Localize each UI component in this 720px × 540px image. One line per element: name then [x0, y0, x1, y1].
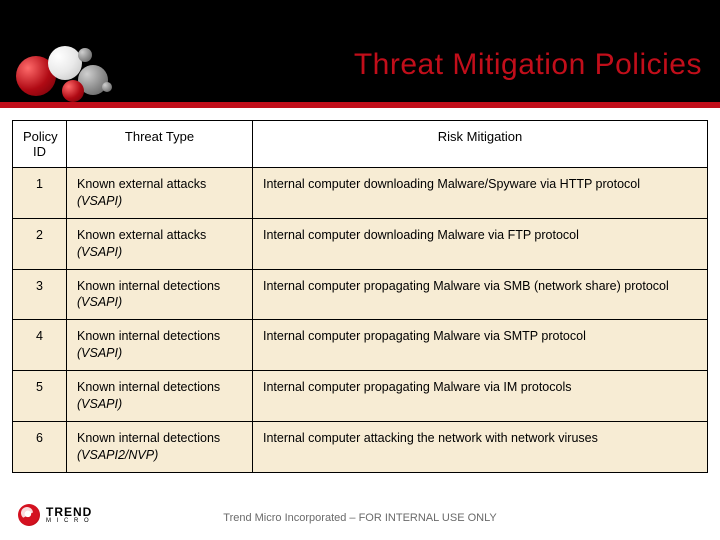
cell-threat-type: Known external attacks(VSAPI) [67, 218, 253, 269]
cell-threat-type: Known internal detections(VSAPI) [67, 371, 253, 422]
cell-risk-mitigation: Internal computer propagating Malware vi… [253, 320, 708, 371]
cell-policy-id: 3 [13, 269, 67, 320]
cell-policy-id: 6 [13, 421, 67, 472]
cell-risk-mitigation: Internal computer propagating Malware vi… [253, 269, 708, 320]
threat-type-main: Known internal detections [77, 328, 242, 345]
col-header-risk-mitigation: Risk Mitigation [253, 121, 708, 168]
sphere-white-icon [48, 46, 82, 80]
sphere-gray-tiny-icon [102, 82, 112, 92]
threat-type-sub: (VSAPI) [77, 244, 242, 261]
table-row: 6Known internal detections(VSAPI2/NVP)In… [13, 421, 708, 472]
footer-text: Trend Micro Incorporated – FOR INTERNAL … [0, 512, 720, 524]
threat-type-main: Known internal detections [77, 430, 242, 447]
policies-table: Policy ID Threat Type Risk Mitigation 1K… [12, 120, 708, 473]
table-row: 3Known internal detections(VSAPI)Interna… [13, 269, 708, 320]
cell-policy-id: 5 [13, 371, 67, 422]
threat-type-main: Known internal detections [77, 379, 242, 396]
threat-type-sub: (VSAPI) [77, 345, 242, 362]
cell-policy-id: 4 [13, 320, 67, 371]
cell-risk-mitigation: Internal computer attacking the network … [253, 421, 708, 472]
threat-type-sub: (VSAPI) [77, 396, 242, 413]
cell-threat-type: Known external attacks(VSAPI) [67, 168, 253, 219]
threat-type-sub: (VSAPI) [77, 294, 242, 311]
cell-threat-type: Known internal detections(VSAPI) [67, 320, 253, 371]
threat-type-main: Known external attacks [77, 227, 242, 244]
threat-type-main: Known external attacks [77, 176, 242, 193]
cell-policy-id: 2 [13, 218, 67, 269]
col-header-policy-id: Policy ID [13, 121, 67, 168]
table-header-row: Policy ID Threat Type Risk Mitigation [13, 121, 708, 168]
table-row: 5Known internal detections(VSAPI)Interna… [13, 371, 708, 422]
threat-type-sub: (VSAPI2/NVP) [77, 447, 242, 464]
cell-policy-id: 1 [13, 168, 67, 219]
cell-risk-mitigation: Internal computer propagating Malware vi… [253, 371, 708, 422]
col-header-threat-type: Threat Type [67, 121, 253, 168]
threat-type-main: Known internal detections [77, 278, 242, 295]
header-decoration-spheres [16, 30, 126, 110]
header-accent-bar [0, 102, 720, 108]
table-row: 2Known external attacks(VSAPI)Internal c… [13, 218, 708, 269]
policies-table-body: 1Known external attacks(VSAPI)Internal c… [13, 168, 708, 473]
page-title: Threat Mitigation Policies [354, 48, 702, 82]
table-row: 4Known internal detections(VSAPI)Interna… [13, 320, 708, 371]
cell-risk-mitigation: Internal computer downloading Malware/Sp… [253, 168, 708, 219]
table-row: 1Known external attacks(VSAPI)Internal c… [13, 168, 708, 219]
threat-type-sub: (VSAPI) [77, 193, 242, 210]
content-area: Policy ID Threat Type Risk Mitigation 1K… [0, 108, 720, 473]
cell-threat-type: Known internal detections(VSAPI2/NVP) [67, 421, 253, 472]
cell-threat-type: Known internal detections(VSAPI) [67, 269, 253, 320]
cell-risk-mitigation: Internal computer downloading Malware vi… [253, 218, 708, 269]
sphere-gray-small-icon [78, 48, 92, 62]
sphere-red-small-icon [62, 80, 84, 102]
slide-header: Threat Mitigation Policies [0, 0, 720, 108]
